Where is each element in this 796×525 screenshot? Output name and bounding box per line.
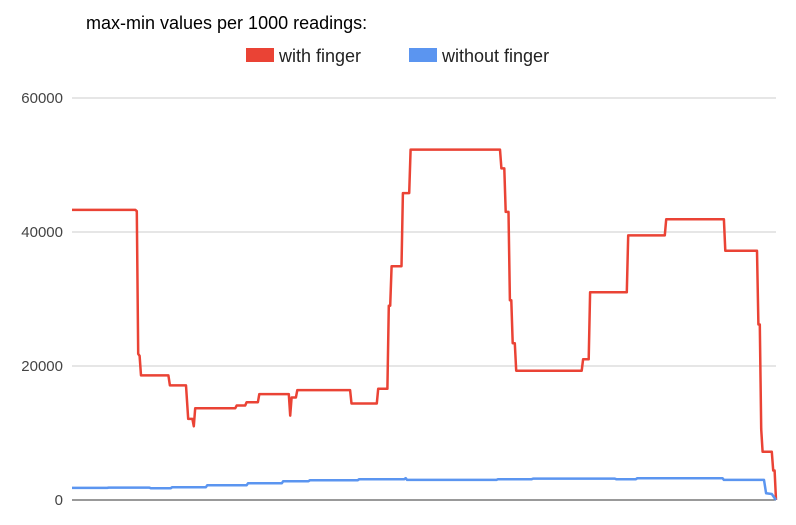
y-axis-ticks: 0 20000 40000 60000	[21, 90, 63, 509]
legend-swatch-with-finger	[246, 48, 274, 62]
series-line-with-finger	[72, 148, 778, 501]
legend: with finger without finger	[246, 46, 549, 66]
legend-label-with-finger: with finger	[278, 46, 361, 66]
chart-title: max-min values per 1000 readings:	[86, 13, 367, 33]
gridlines	[72, 97, 776, 367]
y-tick-label-0: 0	[55, 492, 63, 509]
legend-item-without-finger[interactable]: without finger	[409, 46, 549, 66]
series-line-without-finger	[72, 476, 778, 501]
y-tick-label-40000: 40000	[21, 224, 63, 241]
legend-item-with-finger[interactable]: with finger	[246, 46, 361, 66]
legend-swatch-without-finger	[409, 48, 437, 62]
series-lines	[72, 148, 778, 501]
y-tick-label-60000: 60000	[21, 90, 63, 107]
y-tick-label-20000: 20000	[21, 358, 63, 375]
legend-label-without-finger: without finger	[441, 46, 549, 66]
